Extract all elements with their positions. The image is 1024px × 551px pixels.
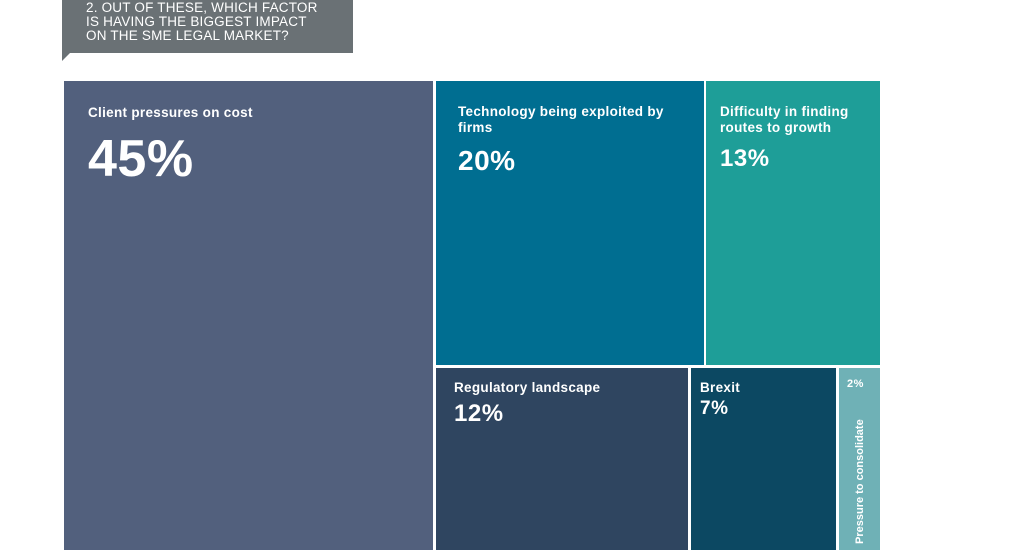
treemap-value-brexit: 7% — [700, 398, 729, 419]
treemap-tile-regulatory: Regulatory landscape 12% — [436, 368, 688, 550]
treemap-label-client: Client pressures on cost — [88, 105, 253, 120]
treemap-value-pressure: 2% — [847, 378, 864, 390]
treemap-label-technology: Technology being exploited by firms — [458, 104, 664, 135]
treemap-value-client: 45% — [88, 130, 194, 188]
treemap-tile-difficulty: Difficulty in finding routes to growth 13… — [706, 81, 880, 365]
treemap-tile-client: Client pressures on cost 45% — [64, 81, 433, 550]
treemap-label-regulatory: Regulatory landscape — [454, 380, 601, 395]
treemap-label-brexit: Brexit — [700, 380, 741, 395]
treemap-value-regulatory: 12% — [454, 400, 504, 427]
treemap-label-pressure: Pressure to consolidate — [854, 419, 866, 544]
question-heading: 2. OUT OF THESE, WHICH FACTOR IS HAVING … — [62, 0, 353, 53]
question-tab-notch — [62, 53, 70, 61]
treemap-tile-brexit: Brexit 7% — [691, 368, 836, 550]
question-text: 2. OUT OF THESE, WHICH FACTOR IS HAVING … — [86, 0, 318, 43]
treemap-tile-technology: Technology being exploited by firms 20% — [436, 81, 704, 365]
treemap-label-difficulty: Difficulty in finding routes to growth — [720, 104, 849, 135]
treemap-tile-pressure: 2% Pressure to consolidate — [839, 368, 880, 550]
treemap-value-technology: 20% — [458, 145, 516, 176]
treemap-value-difficulty: 13% — [720, 145, 770, 172]
